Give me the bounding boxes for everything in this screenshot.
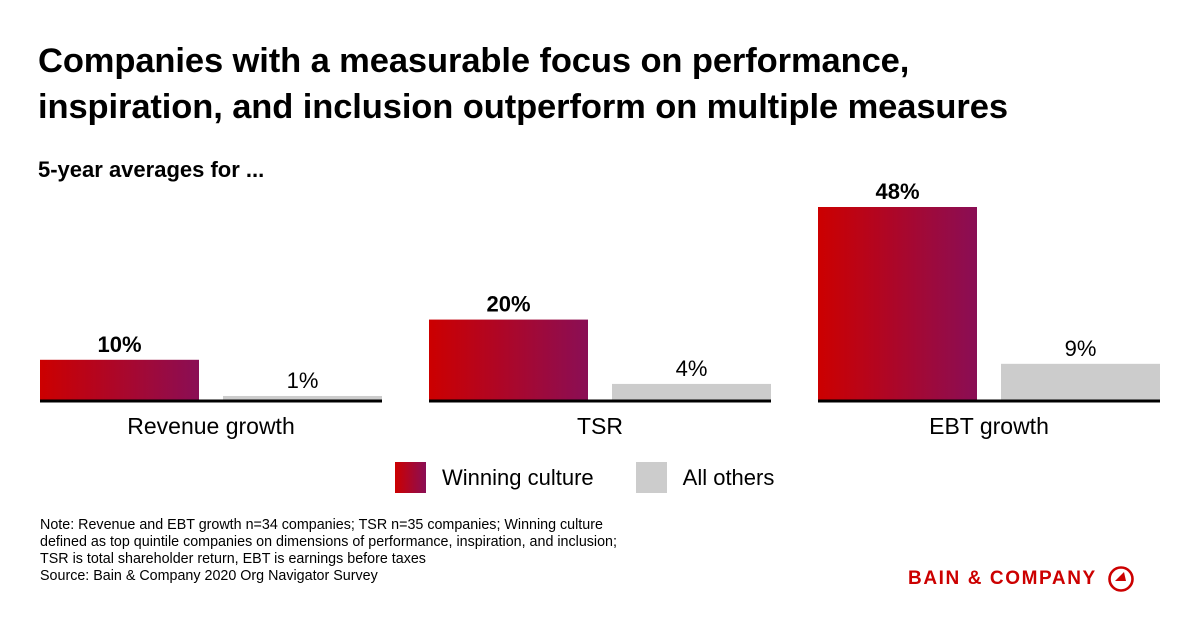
data-label-all-others: 9% (1065, 336, 1097, 361)
legend-swatch-all-others (635, 462, 667, 493)
chart-title: Companies with a measurable focus on per… (38, 38, 1008, 130)
bar-winning-culture (40, 359, 199, 400)
bain-compass-icon (1108, 566, 1134, 592)
note-line: Note: Revenue and EBT growth n=34 compan… (40, 517, 603, 533)
note-line: defined as top quintile companies on dim… (40, 534, 617, 550)
legend: Winning culture All others (395, 462, 774, 493)
chart-subtitle: 5-year averages for ... (38, 157, 265, 182)
brand-logo: BAIN & COMPANY (908, 565, 1135, 593)
bar-winning-culture (818, 207, 977, 400)
bar-all-others (612, 383, 771, 400)
footnote: Note: Revenue and EBT growth n=34 compan… (40, 517, 617, 585)
legend-label-winning-culture: Winning culture (442, 464, 594, 490)
bar-all-others (223, 395, 382, 400)
category-label: Revenue growth (127, 413, 295, 439)
data-label-winning-culture: 20% (486, 292, 530, 317)
title-line-1: Companies with a measurable focus on per… (38, 42, 910, 80)
note-line: TSR is total shareholder return, EBT is … (40, 551, 426, 567)
legend-swatch-winning-culture (395, 462, 426, 493)
data-label-all-others: 1% (287, 368, 319, 393)
title-line-2: inspiration, and inclusion outperform on… (38, 88, 1008, 126)
legend-label-all-others: All others (682, 464, 775, 490)
category-label: TSR (577, 413, 623, 439)
data-label-winning-culture: 48% (875, 179, 919, 204)
source-line: Source: Bain & Company 2020 Org Navigato… (40, 568, 378, 584)
bar-winning-culture (429, 319, 588, 400)
brand-name: BAIN & COMPANY (908, 568, 1097, 589)
data-label-winning-culture: 10% (97, 332, 141, 357)
category-label: EBT growth (929, 413, 1049, 439)
bar-all-others (1001, 363, 1160, 400)
data-label-all-others: 4% (676, 356, 708, 381)
